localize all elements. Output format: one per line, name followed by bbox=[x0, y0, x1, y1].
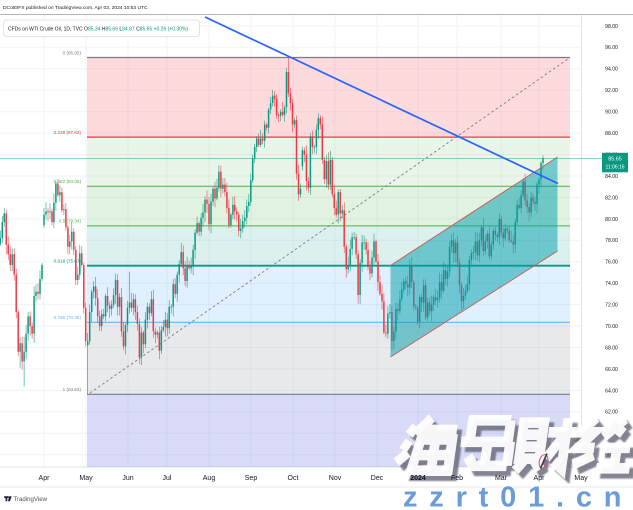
svg-text:74.00: 74.00 bbox=[605, 281, 618, 287]
svg-text:66.00: 66.00 bbox=[605, 367, 618, 373]
svg-text:0.382 (83.05): 0.382 (83.05) bbox=[54, 179, 82, 184]
svg-text:May: May bbox=[79, 475, 93, 482]
svg-text:68.00: 68.00 bbox=[605, 345, 618, 351]
svg-text:82.00: 82.00 bbox=[605, 195, 618, 201]
svg-text:2024: 2024 bbox=[410, 475, 426, 482]
svg-text:92.00: 92.00 bbox=[605, 88, 618, 94]
svg-text:zzrt01.cn: zzrt01.cn bbox=[403, 482, 633, 510]
svg-text:0.786 (70.35): 0.786 (70.35) bbox=[54, 315, 82, 320]
svg-text:Jun: Jun bbox=[122, 475, 133, 482]
svg-text:80.00: 80.00 bbox=[605, 217, 618, 223]
svg-text:CFDs on WTI Crude Oil, 1D, TVC: CFDs on WTI Crude Oil, 1D, TVC O85.34 H8… bbox=[8, 27, 188, 33]
svg-text:May: May bbox=[574, 475, 588, 482]
svg-text:76.00: 76.00 bbox=[605, 260, 618, 266]
svg-text:Sep: Sep bbox=[245, 475, 258, 482]
svg-text:Aug: Aug bbox=[203, 475, 216, 482]
svg-text:90.00: 90.00 bbox=[605, 110, 618, 116]
svg-text:94.00: 94.00 bbox=[605, 67, 618, 73]
svg-text:Dec: Dec bbox=[371, 475, 384, 482]
svg-text:Oct: Oct bbox=[288, 475, 299, 482]
svg-text:0.618 (75.63): 0.618 (75.63) bbox=[54, 259, 82, 264]
svg-text:DCottlrFX published on Trading: DCottlrFX published on TradingView.com, … bbox=[3, 5, 148, 11]
svg-text:0 (95.05): 0 (95.05) bbox=[63, 50, 82, 55]
svg-text:0.236 (87.63): 0.236 (87.63) bbox=[54, 130, 82, 135]
svg-text:78.00: 78.00 bbox=[605, 238, 618, 244]
svg-text:84.00: 84.00 bbox=[605, 174, 618, 180]
svg-text:Feb: Feb bbox=[451, 475, 463, 482]
svg-text:Mar: Mar bbox=[495, 475, 508, 482]
svg-text:88.00: 88.00 bbox=[605, 131, 618, 137]
svg-text:Apr: Apr bbox=[534, 475, 546, 482]
svg-text:85.65: 85.65 bbox=[608, 156, 622, 162]
svg-text:0.5 (79.34): 0.5 (79.34) bbox=[59, 219, 82, 224]
svg-text:70.00: 70.00 bbox=[605, 324, 618, 330]
svg-text:Apr: Apr bbox=[39, 475, 51, 482]
svg-text:62.00: 62.00 bbox=[605, 410, 618, 416]
svg-text:1 (63.63): 1 (63.63) bbox=[63, 387, 82, 392]
svg-text:11:06:16: 11:06:16 bbox=[605, 165, 624, 171]
svg-text:96.00: 96.00 bbox=[605, 45, 618, 51]
svg-text:72.00: 72.00 bbox=[605, 303, 618, 309]
svg-text:98.00: 98.00 bbox=[605, 24, 618, 30]
svg-text:TradingView: TradingView bbox=[14, 496, 48, 503]
svg-text:64.00: 64.00 bbox=[605, 388, 618, 394]
svg-text:Jul: Jul bbox=[163, 475, 172, 482]
svg-text:Nov: Nov bbox=[329, 475, 342, 482]
